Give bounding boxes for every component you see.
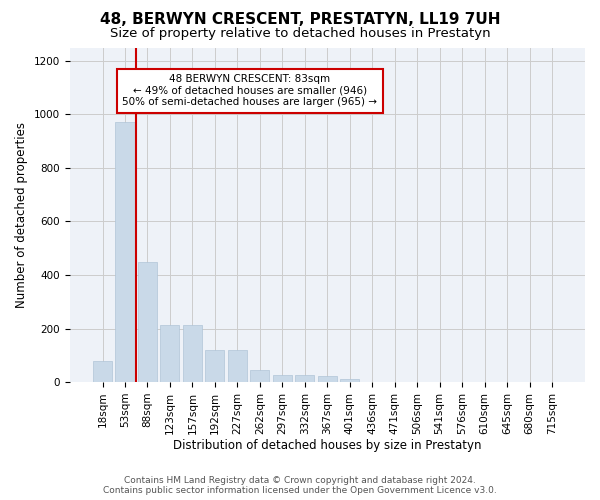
Bar [340,379,359,382]
Bar [138,262,157,382]
Bar [250,370,269,382]
Bar [228,350,247,382]
Text: Contains HM Land Registry data © Crown copyright and database right 2024.
Contai: Contains HM Land Registry data © Crown c… [103,476,497,495]
Bar [273,374,292,382]
Bar [93,360,112,382]
Bar [183,324,202,382]
Text: 48, BERWYN CRESCENT, PRESTATYN, LL19 7UH: 48, BERWYN CRESCENT, PRESTATYN, LL19 7UH [100,12,500,28]
Y-axis label: Number of detached properties: Number of detached properties [15,122,28,308]
Bar [205,350,224,382]
Text: Size of property relative to detached houses in Prestatyn: Size of property relative to detached ho… [110,28,490,40]
Bar [295,376,314,382]
X-axis label: Distribution of detached houses by size in Prestatyn: Distribution of detached houses by size … [173,440,482,452]
Bar [115,122,134,382]
Text: 48 BERWYN CRESCENT: 83sqm
← 49% of detached houses are smaller (946)
50% of semi: 48 BERWYN CRESCENT: 83sqm ← 49% of detac… [122,74,377,108]
Bar [318,376,337,382]
Bar [160,324,179,382]
